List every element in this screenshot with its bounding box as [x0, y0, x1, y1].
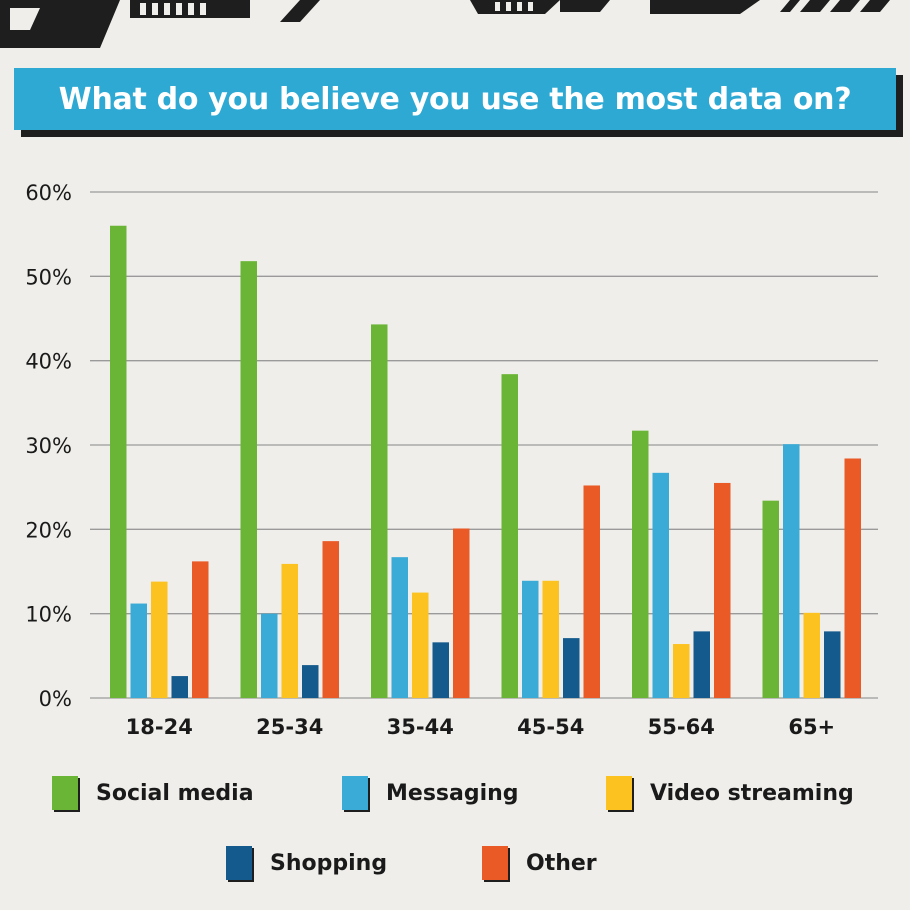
title-banner: What do you believe you use the most dat… — [14, 68, 896, 130]
bar-video-streaming-65+ — [803, 612, 820, 698]
gridlines — [90, 191, 878, 699]
bar-shopping-18-24 — [171, 676, 188, 698]
bar-video-streaming-18-24 — [151, 581, 168, 698]
x-category-label: 65+ — [788, 715, 835, 739]
chart-title: What do you believe you use the most dat… — [58, 81, 852, 117]
y-tick-label: 50% — [25, 265, 72, 289]
legend-swatch — [606, 776, 632, 810]
legend-label: Social media — [96, 780, 254, 806]
legend-label: Messaging — [386, 780, 519, 806]
bar-chart: 0% 10% 20% 30% 40% 50% 60% 18-24 25-34 35-44 45-5… — [25, 181, 878, 739]
bar-messaging-55-64 — [652, 472, 669, 698]
legend-swatch — [52, 776, 78, 810]
x-category-label: 25-34 — [256, 715, 323, 739]
bar-other-35-44 — [453, 528, 470, 698]
bar-other-25-34 — [322, 541, 339, 698]
bar-shopping-45-54 — [563, 638, 580, 698]
bar-shopping-35-44 — [432, 642, 449, 698]
legend-label: Other — [526, 850, 597, 876]
x-category-label: 55-64 — [648, 715, 715, 739]
bar-other-45-54 — [583, 485, 600, 698]
legend-item-shopping: Shopping — [226, 846, 387, 880]
bar-messaging-25-34 — [261, 613, 278, 698]
legend-swatch — [226, 846, 252, 880]
x-axis-labels: 18-24 25-34 35-44 45-54 55-64 65+ — [126, 715, 836, 739]
bar-messaging-45-54 — [522, 580, 539, 698]
y-tick-label: 60% — [25, 181, 72, 205]
legend-label: Shopping — [270, 850, 388, 876]
bar-social-media-45-54 — [501, 374, 518, 698]
bar-messaging-35-44 — [391, 557, 408, 698]
y-axis-labels: 0% 10% 20% 30% 40% 50% 60% — [25, 181, 72, 711]
legend-swatch — [482, 846, 508, 880]
legend-item-messaging: Messaging — [342, 776, 519, 810]
bar-other-18-24 — [192, 561, 209, 698]
x-category-label: 18-24 — [126, 715, 193, 739]
bar-social-media-35-44 — [371, 324, 388, 698]
bar-social-media-65+ — [762, 500, 779, 698]
bar-video-streaming-25-34 — [281, 563, 298, 698]
legend-item-social-media: Social media — [52, 776, 254, 810]
bar-other-55-64 — [714, 482, 731, 698]
bar-social-media-18-24 — [110, 225, 127, 698]
bar-social-media-55-64 — [632, 430, 649, 698]
legend-item-other: Other — [482, 846, 597, 880]
bar-messaging-65+ — [783, 444, 800, 698]
bar-social-media-25-34 — [240, 261, 257, 698]
bar-video-streaming-35-44 — [412, 592, 429, 698]
bars — [110, 225, 861, 698]
legend-item-video-streaming: Video streaming — [606, 776, 854, 810]
bar-shopping-55-64 — [693, 631, 710, 698]
y-tick-label: 40% — [25, 350, 72, 374]
y-tick-label: 30% — [25, 434, 72, 458]
x-category-label: 35-44 — [387, 715, 454, 739]
x-category-label: 45-54 — [517, 715, 584, 739]
y-tick-label: 10% — [25, 603, 72, 627]
bar-video-streaming-45-54 — [542, 580, 559, 698]
bar-messaging-18-24 — [130, 603, 147, 698]
bar-video-streaming-55-64 — [673, 644, 690, 698]
bar-shopping-65+ — [824, 631, 841, 698]
decorative-header-graphic — [0, 0, 890, 48]
bar-other-65+ — [844, 458, 861, 698]
y-tick-label: 20% — [25, 518, 72, 542]
y-tick-label: 0% — [39, 687, 72, 711]
bar-shopping-25-34 — [302, 665, 319, 698]
legend-swatch — [342, 776, 368, 810]
legend-label: Video streaming — [650, 780, 854, 806]
